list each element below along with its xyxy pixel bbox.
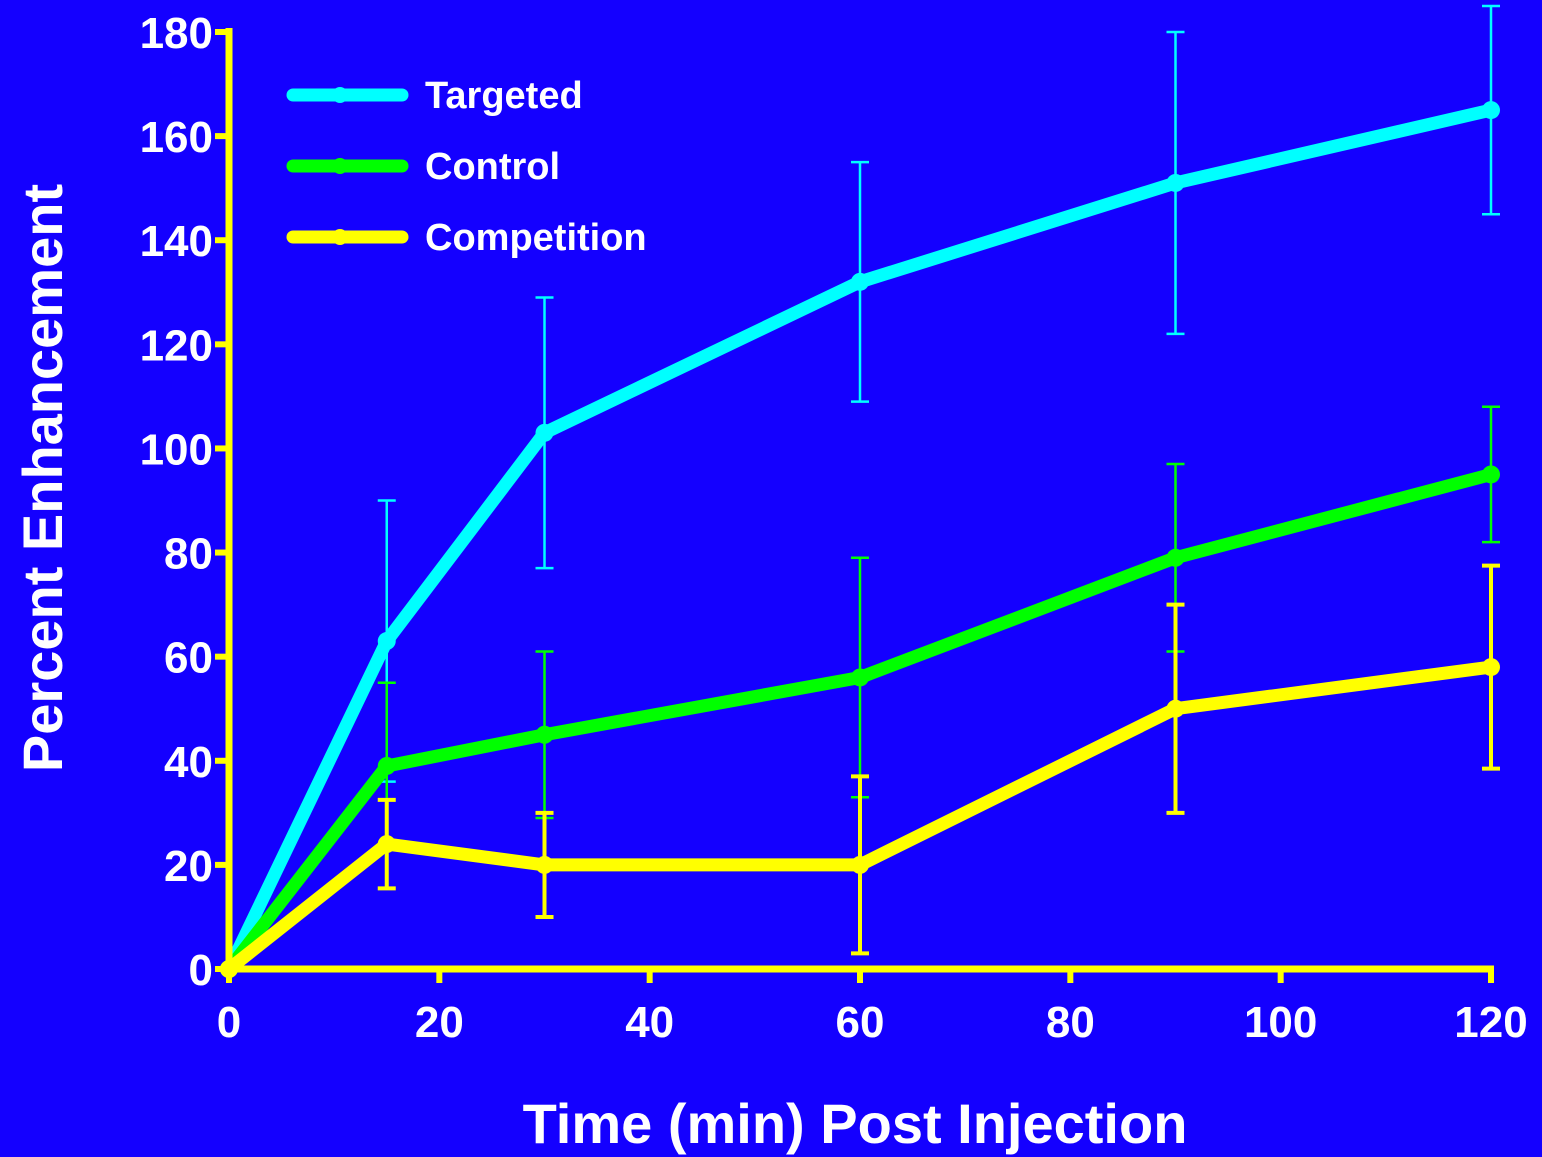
series-line-control xyxy=(222,467,1498,976)
data-point xyxy=(1482,465,1500,484)
x-tick-label: 40 xyxy=(625,998,674,1047)
y-tick-label: 20 xyxy=(164,842,213,891)
data-point xyxy=(535,725,554,744)
axes-layer: 0 20 40 60 80 100 120 140 160 180 0 20 40 60 80 100 120 xyxy=(140,9,1528,1047)
legend-label: Control xyxy=(425,146,560,188)
data-point xyxy=(1166,699,1185,718)
data-point xyxy=(1166,548,1185,567)
legend-label: Competition xyxy=(425,217,647,259)
series-line-competition xyxy=(222,660,1498,976)
legend-label: Targeted xyxy=(425,75,583,117)
data-point xyxy=(1482,658,1500,677)
y-tick-label: 60 xyxy=(164,634,213,683)
x-tick-label: 80 xyxy=(1046,998,1095,1047)
data-point xyxy=(851,855,869,874)
x-tick-label: 0 xyxy=(217,998,241,1047)
legend-marker xyxy=(332,158,348,174)
data-point xyxy=(851,272,869,291)
legend-entry-targeted: Targeted xyxy=(286,75,583,117)
x-tick-label: 120 xyxy=(1454,998,1527,1047)
data-point xyxy=(377,632,396,651)
data-point xyxy=(535,855,554,874)
data-point xyxy=(851,668,869,687)
y-tick-label: 80 xyxy=(164,530,213,579)
legend: Targeted Control Competition xyxy=(286,75,647,259)
y-tick-label: 180 xyxy=(140,9,213,58)
legend-marker xyxy=(332,87,348,103)
series-targeted xyxy=(220,4,1500,978)
x-tick-label: 20 xyxy=(415,998,464,1047)
series-competition xyxy=(220,563,1500,978)
y-tick-label: 100 xyxy=(140,425,213,474)
data-point xyxy=(1482,101,1500,120)
data-point xyxy=(377,756,396,775)
x-axis-title: Time (min) Post Injection xyxy=(523,1092,1188,1155)
x-tick-label: 100 xyxy=(1244,998,1317,1047)
x-tick-label: 60 xyxy=(836,998,885,1047)
series-control xyxy=(220,405,1500,978)
y-tick-label: 160 xyxy=(140,113,213,162)
y-tick-label: 40 xyxy=(164,738,213,787)
legend-entry-competition: Competition xyxy=(286,217,647,259)
data-point xyxy=(535,423,554,442)
series-line-targeted xyxy=(222,103,1498,976)
series-layer xyxy=(220,4,1500,978)
data-point xyxy=(377,835,396,854)
y-tick-label: 140 xyxy=(140,217,213,266)
y-axis-title: Percent Enhancement xyxy=(11,184,74,772)
y-tick-label: 0 xyxy=(189,946,213,995)
legend-marker xyxy=(332,229,348,245)
legend-entry-control: Control xyxy=(286,146,560,188)
data-point xyxy=(1166,173,1185,192)
y-tick-label: 120 xyxy=(140,321,213,370)
